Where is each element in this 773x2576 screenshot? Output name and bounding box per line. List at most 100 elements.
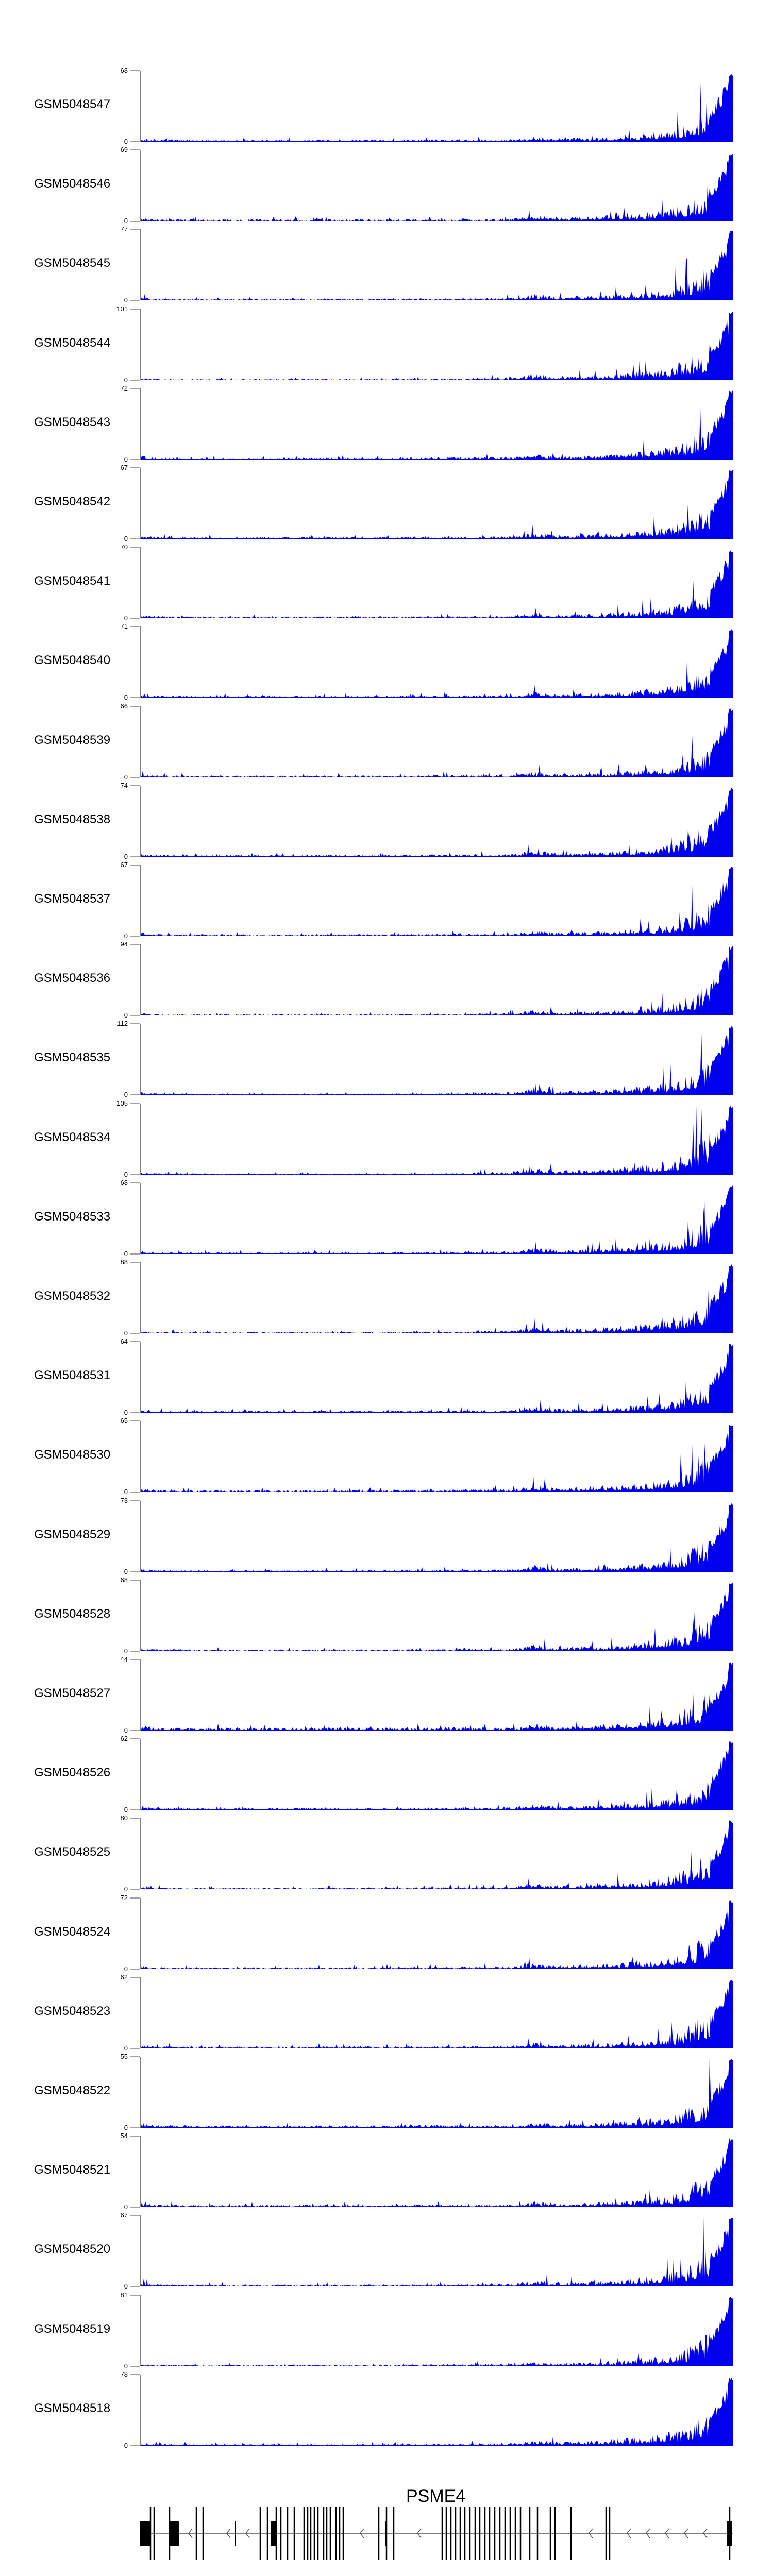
y-axis-zero-label: 0 <box>124 1170 128 1178</box>
y-axis-zero-label: 0 <box>124 376 128 384</box>
y-axis-zero-label: 0 <box>124 2203 128 2211</box>
sample-label: GSM5048540 <box>34 653 111 668</box>
coverage-track-svg <box>130 1023 733 1096</box>
coverage-track-svg <box>130 388 733 460</box>
coverage-track-svg <box>130 1580 733 1652</box>
y-axis-zero-label: 0 <box>124 1488 128 1496</box>
sample-label: GSM5048543 <box>34 415 111 429</box>
coverage-track-svg <box>130 865 733 937</box>
coverage-track-svg <box>130 1103 733 1175</box>
y-axis-max-label: 73 <box>120 1496 128 1504</box>
y-axis-zero-label: 0 <box>124 1567 128 1575</box>
y-axis-zero-label: 0 <box>124 1647 128 1655</box>
sample-label: GSM5048534 <box>34 1130 111 1144</box>
sample-label: GSM5048528 <box>34 1606 111 1621</box>
sample-label: GSM5048542 <box>34 495 111 509</box>
coverage-track-svg <box>130 1659 733 1731</box>
coverage-track-svg <box>130 149 733 222</box>
y-axis-max-label: 74 <box>120 781 128 789</box>
y-axis-zero-label: 0 <box>124 217 128 225</box>
coverage-track-svg <box>130 705 733 778</box>
sample-label: GSM5048525 <box>34 1845 111 1859</box>
sample-label: GSM5048532 <box>34 1289 111 1303</box>
y-axis-max-label: 105 <box>116 1099 128 1107</box>
y-axis-max-label: 68 <box>120 1575 128 1584</box>
coverage-track-svg <box>130 1897 733 1970</box>
coverage-track-svg <box>130 70 733 142</box>
sample-label: GSM5048535 <box>34 1050 111 1065</box>
y-axis-zero-label: 0 <box>124 2441 128 2449</box>
coverage-track-svg <box>130 1977 733 2049</box>
sample-label: GSM5048546 <box>34 177 111 191</box>
y-axis-max-label: 94 <box>120 940 128 948</box>
coverage-track-svg <box>130 785 733 857</box>
sample-label: GSM5048545 <box>34 256 111 270</box>
coverage-track-svg <box>130 229 733 301</box>
sample-label: GSM5048520 <box>34 2242 111 2257</box>
y-axis-max-label: 44 <box>120 1655 128 1663</box>
y-axis-zero-label: 0 <box>124 296 128 304</box>
y-axis-max-label: 70 <box>120 543 128 551</box>
y-axis-max-label: 68 <box>120 66 128 74</box>
y-axis-max-label: 62 <box>120 1735 128 1743</box>
sample-label: GSM5048536 <box>34 971 111 986</box>
y-axis-max-label: 65 <box>120 1417 128 1425</box>
coverage-track-svg <box>130 1738 733 1810</box>
coverage-track-svg <box>130 2374 733 2446</box>
coverage-track-svg <box>130 1818 733 1890</box>
y-axis-max-label: 62 <box>120 1973 128 1981</box>
sample-label: GSM5048538 <box>34 812 111 826</box>
y-axis-max-label: 67 <box>120 861 128 869</box>
y-axis-zero-label: 0 <box>124 2044 128 2052</box>
y-axis-max-label: 112 <box>117 1020 128 1028</box>
coverage-track-svg <box>130 1420 733 1493</box>
sample-label: GSM5048541 <box>34 574 111 588</box>
y-axis-max-label: 77 <box>120 225 128 233</box>
sample-label: GSM5048526 <box>34 1766 111 1780</box>
sample-label: GSM5048522 <box>34 2083 111 2097</box>
sample-label: GSM5048530 <box>34 1448 111 1462</box>
y-axis-zero-label: 0 <box>124 1806 128 1814</box>
y-axis-max-label: 67 <box>120 2211 128 2219</box>
coverage-track-svg <box>130 1341 733 1413</box>
coverage-track-svg <box>130 1262 733 1334</box>
sample-label: GSM5048524 <box>34 1924 111 1939</box>
coverage-track-svg <box>130 308 733 381</box>
y-axis-zero-label: 0 <box>124 1726 128 1734</box>
y-axis-zero-label: 0 <box>124 1091 128 1099</box>
sample-label: GSM5048527 <box>34 1686 111 1700</box>
y-axis-zero-label: 0 <box>124 2124 128 2131</box>
y-axis-max-label: 54 <box>120 2132 128 2140</box>
y-axis-zero-label: 0 <box>124 2362 128 2370</box>
y-axis-zero-label: 0 <box>124 138 128 145</box>
y-axis-max-label: 78 <box>120 2370 128 2378</box>
y-axis-max-label: 101 <box>116 304 128 313</box>
sample-label: GSM5048539 <box>34 733 111 747</box>
gene-model-svg <box>140 2507 733 2560</box>
coverage-track-svg <box>130 1500 733 1572</box>
y-axis-zero-label: 0 <box>124 1964 128 1973</box>
y-axis-max-label: 71 <box>120 622 128 631</box>
sample-label: GSM5048519 <box>34 2321 111 2336</box>
sample-label: GSM5048544 <box>34 335 111 350</box>
coverage-track-svg <box>130 2294 733 2367</box>
coverage-track-svg <box>130 944 733 1016</box>
y-axis-max-label: 64 <box>120 1337 128 1346</box>
sample-label: GSM5048529 <box>34 1527 111 1541</box>
sample-label: GSM5048531 <box>34 1368 111 1383</box>
sample-label: GSM5048523 <box>34 2004 111 2018</box>
y-axis-max-label: 66 <box>120 702 128 710</box>
y-axis-max-label: 55 <box>120 2053 128 2060</box>
y-axis-max-label: 88 <box>120 1258 128 1266</box>
y-axis-max-label: 69 <box>120 146 128 154</box>
y-axis-zero-label: 0 <box>124 1249 128 1258</box>
sample-label: GSM5048521 <box>34 2163 111 2177</box>
coverage-track-svg <box>130 2215 733 2287</box>
y-axis-max-label: 67 <box>120 464 128 471</box>
sample-label: GSM5048518 <box>34 2401 111 2415</box>
coverage-track-svg <box>130 626 733 699</box>
y-axis-zero-label: 0 <box>124 2282 128 2291</box>
sample-label: GSM5048547 <box>34 97 111 111</box>
sample-label: GSM5048533 <box>34 1209 111 1224</box>
